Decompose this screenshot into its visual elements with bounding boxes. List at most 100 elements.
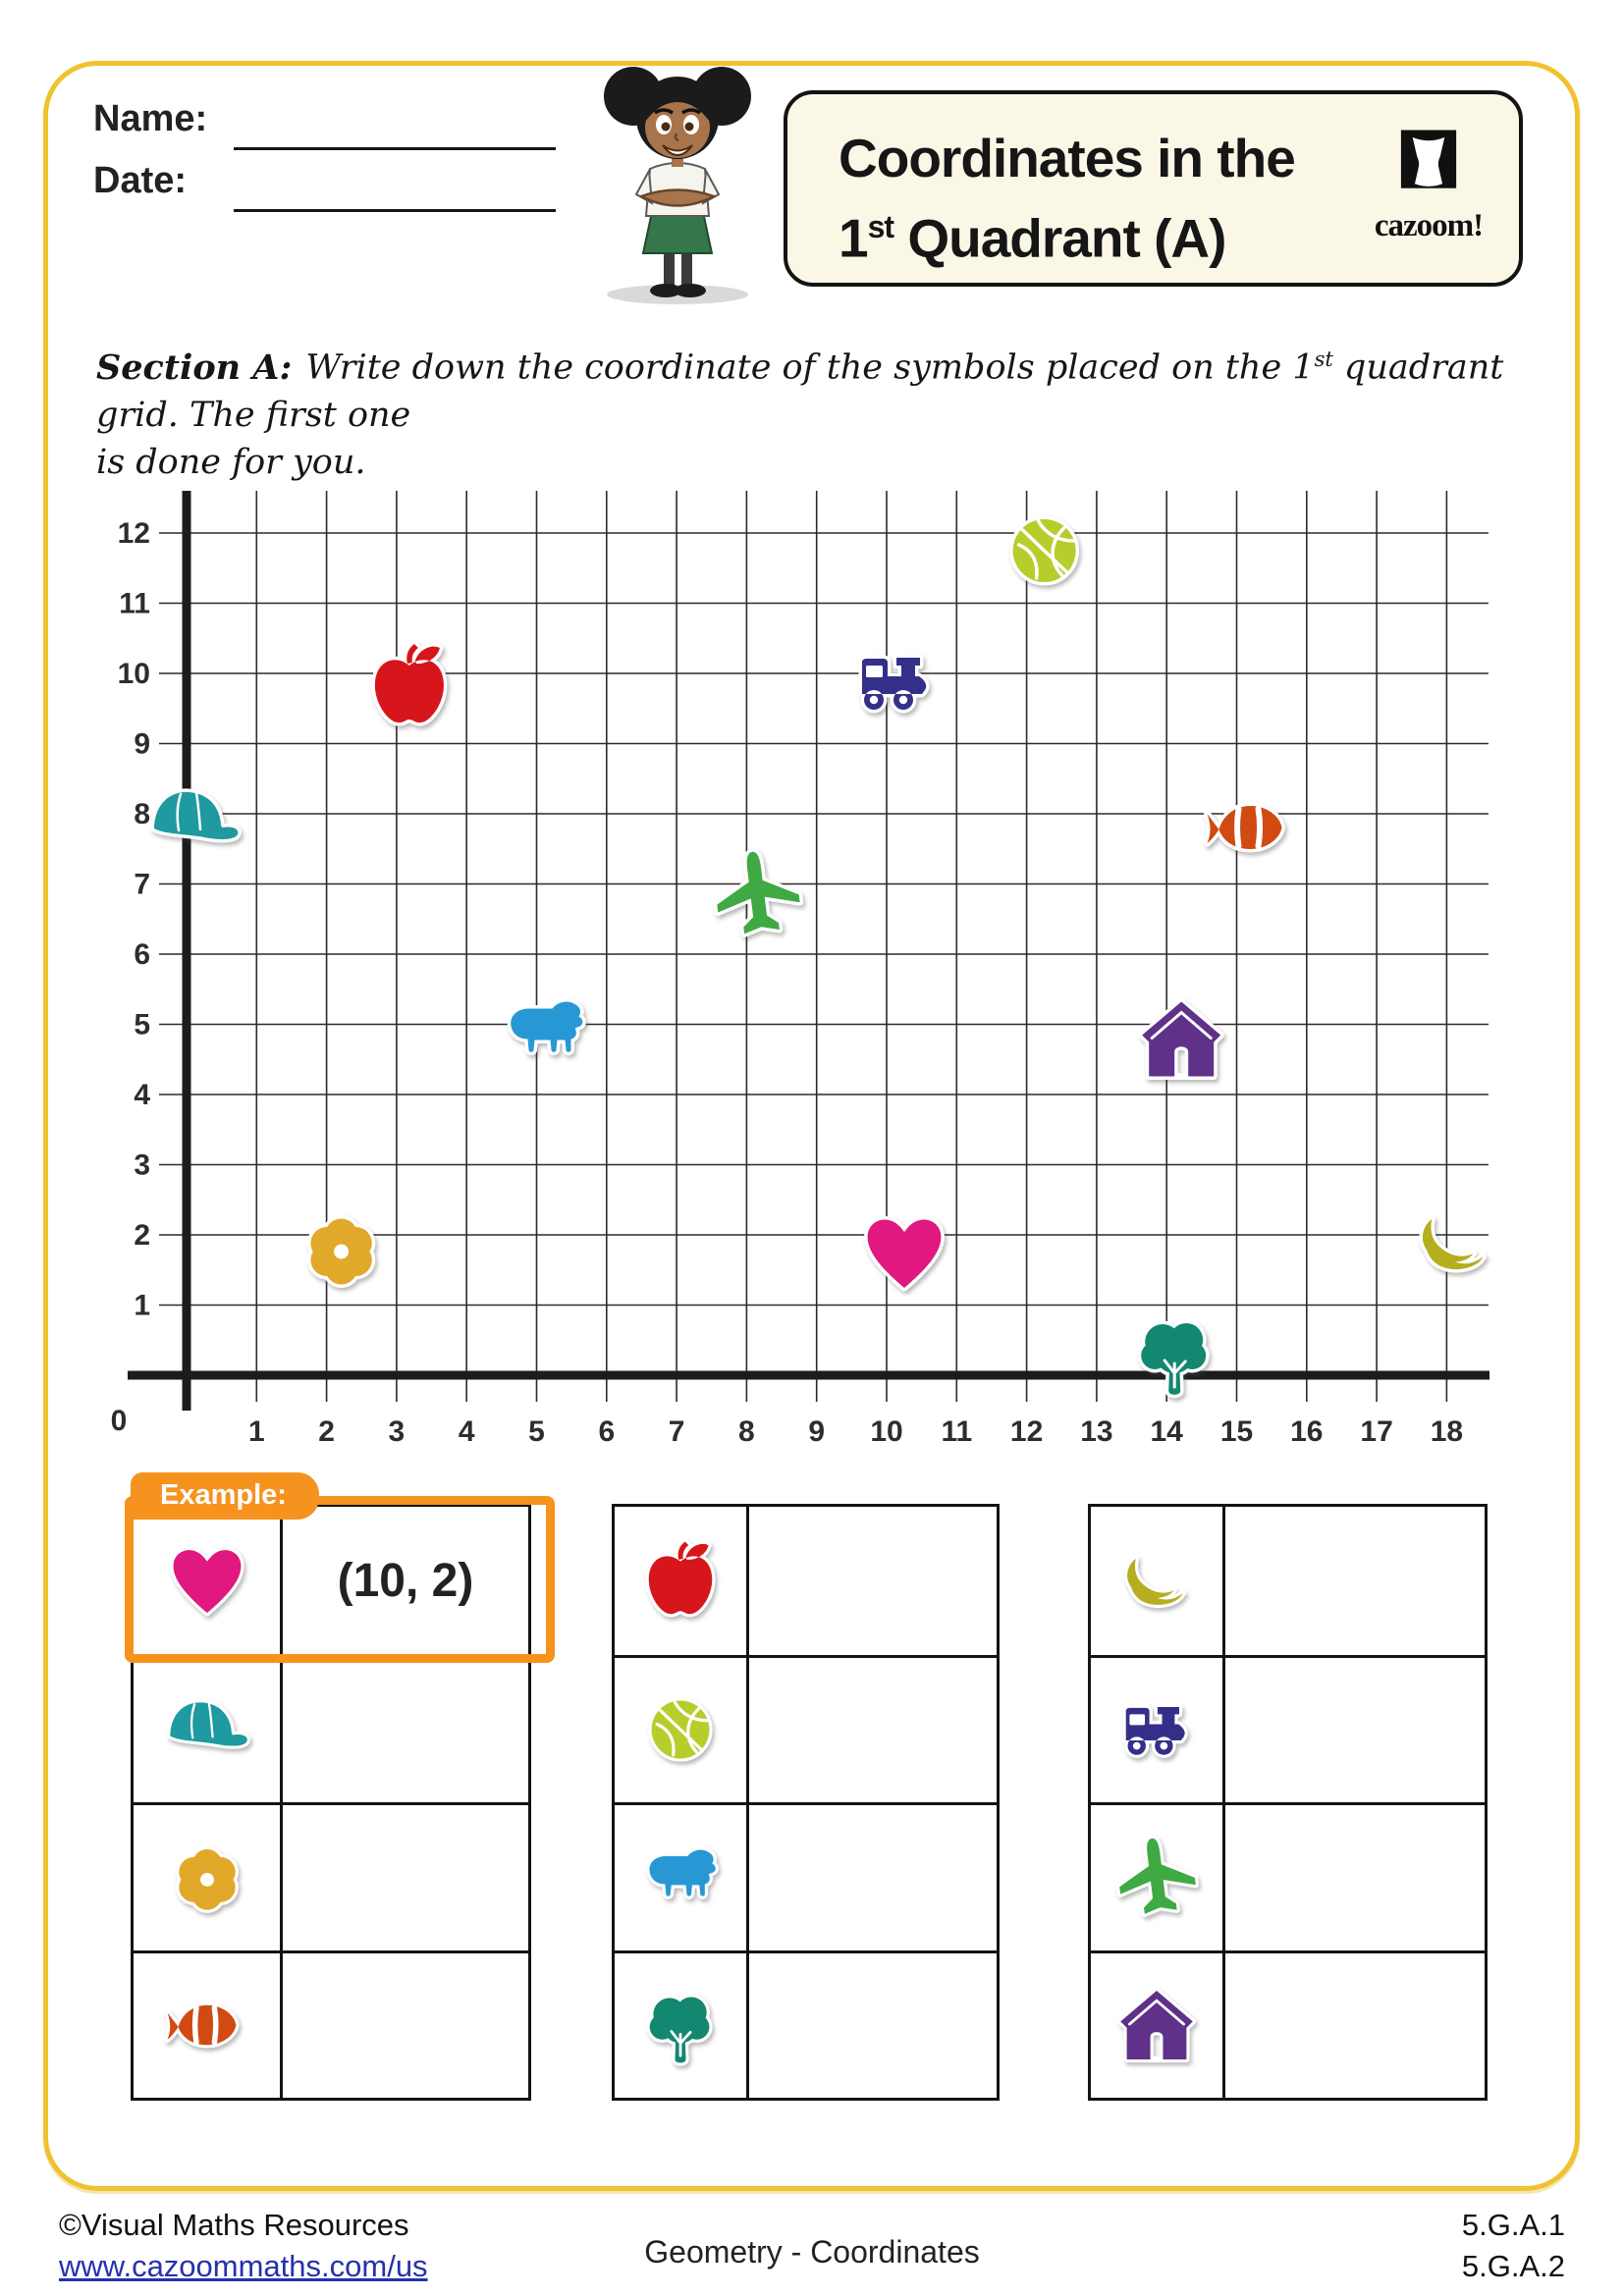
basketball-symbol <box>1013 519 1076 582</box>
cazoom-link[interactable]: www.cazoommaths.com/us <box>59 2249 428 2283</box>
fish-icon <box>162 1980 252 2070</box>
x-tick-label: 9 <box>808 1415 825 1448</box>
table-row <box>134 1949 528 2099</box>
standard-1: 5.G.A.1 <box>1461 2208 1565 2242</box>
coordinate-grid: 0 1 2 3 4 5 6 7 8 9 10 11 12 13 14 15 16 17 18123456789101… <box>111 491 1489 1448</box>
cap-icon <box>162 1684 252 1775</box>
name-input-line[interactable] <box>234 147 556 150</box>
y-tick-label: 9 <box>134 728 150 761</box>
footer-topic: Geometry - Coordinates <box>644 2234 980 2269</box>
flower-cell <box>134 1805 283 1950</box>
house-cell <box>1091 1952 1225 2098</box>
apple-icon <box>635 1535 726 1626</box>
x-tick-label: 4 <box>459 1415 475 1448</box>
x-tick-label: 7 <box>669 1415 685 1448</box>
y-tick-label: 5 <box>134 1009 150 1041</box>
house-symbol <box>1142 1002 1220 1077</box>
cap-symbol <box>154 792 238 839</box>
x-tick-label: 11 <box>941 1415 972 1448</box>
answer-cell[interactable] <box>1225 1805 1485 1950</box>
flower-icon <box>162 1833 252 1923</box>
tree-symbol <box>1141 1323 1206 1395</box>
train-symbol <box>862 658 926 710</box>
y-tick-label: 1 <box>134 1290 150 1322</box>
standard-2: 5.G.A.2 <box>1461 2249 1565 2283</box>
x-tick-label: 1 <box>248 1415 265 1448</box>
table-row <box>1091 1507 1485 1655</box>
house-icon <box>1111 1980 1202 2070</box>
answer-cell[interactable] <box>749 1507 997 1655</box>
y-tick-label: 12 <box>118 517 150 550</box>
table-row <box>615 1507 997 1655</box>
answer-cell[interactable] <box>1225 1507 1485 1655</box>
table-row <box>615 1949 997 2099</box>
airplane-cell <box>1091 1805 1225 1950</box>
x-tick-label: 6 <box>598 1415 615 1448</box>
banana-symbol <box>1423 1219 1483 1269</box>
bear-icon <box>635 1833 726 1923</box>
table-row: (10, 2) <box>134 1507 528 1655</box>
cap-cell <box>134 1657 283 1802</box>
bear-symbol <box>511 1001 582 1051</box>
table-row <box>615 1802 997 1950</box>
answer-cell[interactable] <box>283 1805 528 1950</box>
copyright-text: ©Visual Maths Resources <box>59 2208 409 2242</box>
table-row <box>1091 1949 1485 2099</box>
x-tick-label: 18 <box>1431 1415 1463 1448</box>
y-tick-label: 2 <box>134 1219 150 1252</box>
heart-symbol <box>868 1219 942 1288</box>
answer-cell[interactable] <box>749 1953 997 2099</box>
fish-cell <box>134 1952 283 2098</box>
apple-cell <box>615 1507 749 1655</box>
y-tick-label: 8 <box>134 798 150 830</box>
answer-cell[interactable] <box>749 1805 997 1950</box>
airplane-icon <box>1111 1833 1202 1923</box>
x-tick-label: 0 <box>111 1405 128 1437</box>
page-border <box>43 61 1580 2191</box>
banana-icon <box>1111 1535 1202 1626</box>
cazoom-logo-text: cazoom! <box>1374 208 1484 243</box>
y-tick-label: 11 <box>119 588 150 620</box>
table-row <box>1091 1654 1485 1803</box>
table-row <box>615 1654 997 1803</box>
flower-symbol <box>310 1219 371 1285</box>
y-tick-label: 10 <box>118 658 150 690</box>
answer-cell[interactable] <box>1225 1658 1485 1803</box>
x-tick-label: 17 <box>1360 1415 1392 1448</box>
y-tick-label: 6 <box>134 938 150 971</box>
x-tick-label: 5 <box>528 1415 545 1448</box>
x-tick-label: 13 <box>1080 1415 1112 1448</box>
answer-cell[interactable] <box>283 1953 528 2099</box>
answer-cell[interactable] <box>283 1658 528 1803</box>
answer-table-left: (10, 2) <box>131 1504 531 2101</box>
table-row <box>134 1802 528 1950</box>
worksheet-title: Coordinates in the 1st Quadrant (A) <box>839 128 1296 269</box>
example-answer: (10, 2) <box>337 1554 474 1607</box>
y-tick-label: 7 <box>134 869 150 901</box>
answer-cell[interactable] <box>1225 1953 1485 2099</box>
y-tick-label: 3 <box>134 1149 150 1182</box>
x-tick-label: 10 <box>870 1415 902 1448</box>
table-row <box>134 1654 528 1803</box>
answer-table-right <box>1088 1504 1488 2101</box>
tree-icon <box>635 1980 726 2070</box>
cazoom-logo: cazoom! <box>1360 130 1497 244</box>
train-icon <box>1111 1684 1202 1775</box>
x-tick-label: 14 <box>1151 1415 1184 1448</box>
footer-standards: 5.G.A.1 5.G.A.2 <box>1462 2205 1565 2287</box>
answer-cell[interactable] <box>749 1658 997 1803</box>
date-input-line[interactable] <box>234 209 556 212</box>
section-a-instructions: Section A: Write down the coordinate of t… <box>96 347 1504 482</box>
x-tick-label: 2 <box>318 1415 335 1448</box>
cazoom-drum-icon <box>1400 130 1457 188</box>
answer-table-middle <box>612 1504 1000 2101</box>
heart-icon <box>162 1535 252 1626</box>
bear-cell <box>615 1805 749 1950</box>
banana-cell <box>1091 1507 1225 1655</box>
worksheet-title-box: Coordinates in the 1st Quadrant (A) cazo… <box>784 90 1523 287</box>
date-label: Date: <box>93 160 188 201</box>
basketball-cell <box>615 1657 749 1802</box>
footer-credit: ©Visual Maths Resources www.cazoommaths.… <box>59 2205 428 2287</box>
example-tab: Example: <box>131 1472 319 1520</box>
table-row <box>1091 1802 1485 1950</box>
